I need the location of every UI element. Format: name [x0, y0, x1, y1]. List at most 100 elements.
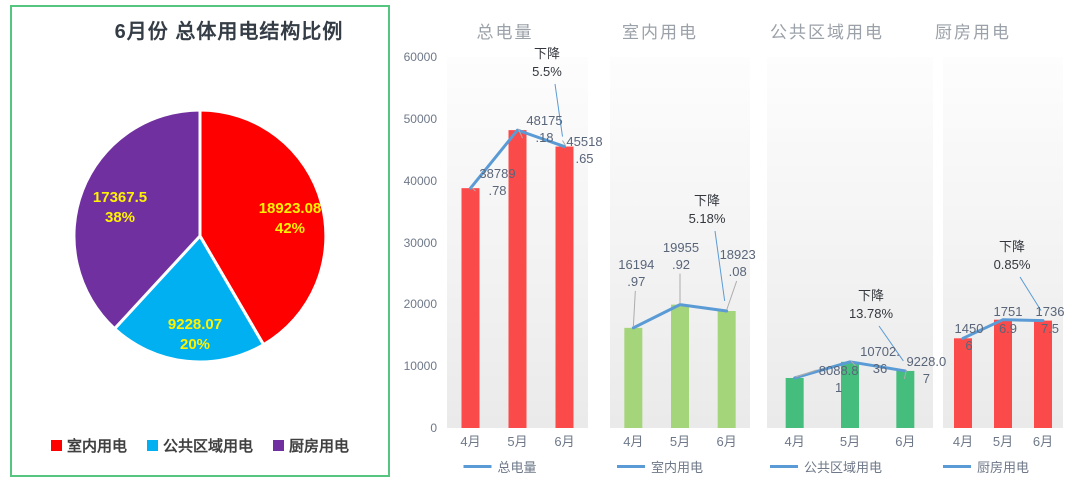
bar-data-label: 48175 .18: [526, 113, 563, 146]
bar-data-label: 1450 6: [954, 321, 984, 354]
legend-label: 总电量: [497, 460, 537, 475]
legend-item-2: 厨房用电: [273, 435, 349, 456]
pie-chart-panel: 6月份 总体用电结构比例 室内用电 公共区域用电 厨房用电 18923.08 42%…: [10, 5, 390, 477]
label-leader: [471, 186, 476, 192]
annotation-leader-0: [554, 83, 563, 137]
legend-line-icon: [942, 465, 971, 468]
label-leader: [903, 369, 907, 380]
bar-3-5月: [994, 319, 1012, 428]
bar-0-5月: [508, 130, 527, 428]
pie-chart-title: 6月份 总体用电结构比例: [114, 21, 344, 43]
x-axis-label: 6月: [895, 434, 916, 449]
y-tick-label: 40000: [403, 173, 437, 188]
bar-data-label: 16194 .97: [618, 256, 655, 289]
label-leader: [562, 140, 566, 146]
legend-swatch: [273, 440, 284, 451]
pie-svg: [72, 108, 328, 364]
bar-0-4月: [461, 188, 480, 428]
chart-title-3: 厨房用电: [935, 23, 1011, 42]
bar-3-4月: [954, 338, 972, 428]
decline-annotation-3: 下降 0.85%: [993, 239, 1031, 272]
annotation-leader-1: [714, 230, 726, 302]
legend-label: 室内用电: [66, 438, 127, 455]
x-axis-label: 5月: [507, 434, 528, 449]
decline-annotation-0: 下降 5.5%: [532, 46, 562, 79]
pie-slice-label-0: 18923.08 42%: [258, 200, 322, 237]
pie-chart-area: [12, 7, 388, 427]
legend-label: 厨房用电: [976, 460, 1030, 475]
bar-2-4月: [785, 377, 804, 428]
bar-1-4月: [624, 327, 643, 428]
chart-legend-1: 室内用电: [616, 457, 704, 476]
legend-label: 厨房用电: [289, 438, 350, 455]
x-axis-label: 5月: [669, 434, 691, 449]
bar-data-label: 10702. 36: [860, 343, 900, 376]
x-axis-label: 4月: [784, 434, 805, 449]
legend-label: 室内用电: [650, 460, 704, 475]
bar-3-6月: [1034, 320, 1052, 428]
x-axis-label: 4月: [460, 434, 481, 449]
bar-2-5月: [841, 361, 859, 428]
legend-swatch: [50, 440, 62, 451]
label-leader: [850, 360, 859, 370]
pie-slice-label-2: 17367.5 38%: [92, 189, 148, 226]
decline-annotation-2: 下降 13.78%: [848, 288, 894, 321]
x-axis-label: 6月: [554, 434, 575, 449]
label-leader: [518, 128, 523, 139]
bar-data-label: 19955 .92: [662, 239, 700, 272]
chart-title-1: 室内用电: [622, 23, 698, 42]
bar-2-6月: [896, 370, 915, 428]
trend-line-3: [961, 318, 1045, 340]
legend-line-icon: [463, 465, 492, 468]
trend-line-0: [469, 128, 566, 190]
legend-item-1: 公共区域用电: [146, 435, 253, 456]
label-leader: [795, 369, 817, 378]
trend-line-1: [631, 303, 729, 330]
chart-title-0: 总电量: [476, 23, 534, 42]
y-tick-label: 10000: [403, 359, 437, 374]
bar-data-label: 1751 6.9: [993, 303, 1023, 336]
y-tick-label: 20000: [403, 297, 437, 312]
pie-slice-1: [113, 234, 266, 364]
pie-slice-0: [198, 108, 328, 347]
bar-data-label: 45518 .65: [566, 133, 603, 166]
y-tick-label: 30000: [403, 235, 437, 250]
annotation-leader-2: [878, 325, 904, 362]
legend-line-icon: [769, 465, 798, 468]
x-axis-label: 4月: [952, 434, 974, 449]
label-leader: [726, 280, 738, 311]
x-axis-label: 5月: [992, 434, 1014, 449]
pie-slice-2: [72, 108, 202, 331]
chart-legend-0: 总电量: [463, 457, 537, 476]
x-axis-label: 4月: [623, 434, 644, 449]
label-leader: [632, 290, 636, 327]
chart-legend-2: 公共区域用电: [769, 457, 883, 476]
legend-swatch: [146, 440, 158, 451]
x-axis-label: 5月: [839, 434, 861, 449]
legend-item-0: 室内用电: [50, 435, 127, 456]
bar-data-label: 9228.0 7: [906, 353, 947, 386]
bar-data-label: 38789 .78: [479, 166, 516, 199]
x-axis-label: 6月: [716, 434, 737, 449]
chart-legend-3: 厨房用电: [942, 457, 1030, 476]
trend-line-2: [793, 360, 907, 380]
legend-label: 公共区域用电: [162, 438, 253, 455]
y-tick-label: 60000: [403, 50, 437, 64]
chart-title-2: 公共区域用电: [770, 23, 884, 42]
pie-legend: 室内用电 公共区域用电 厨房用电: [12, 435, 388, 456]
decline-annotation-1: 下降 5.18%: [688, 193, 726, 226]
y-tick-label: 50000: [403, 111, 437, 126]
legend-label: 公共区域用电: [803, 460, 883, 475]
bar-data-label: 18923 .08: [719, 246, 756, 279]
bar-1-5月: [671, 304, 689, 428]
legend-line-icon: [616, 465, 645, 468]
bar-data-label: 1736 7.5: [1035, 303, 1065, 336]
bar-0-6月: [555, 146, 574, 428]
bar-data-label: 8088.8 1: [818, 362, 859, 395]
y-tick-label: 0: [430, 421, 437, 435]
x-axis-label: 6月: [1032, 434, 1054, 449]
pie-slice-label-1: 9228.07 20%: [167, 316, 223, 353]
